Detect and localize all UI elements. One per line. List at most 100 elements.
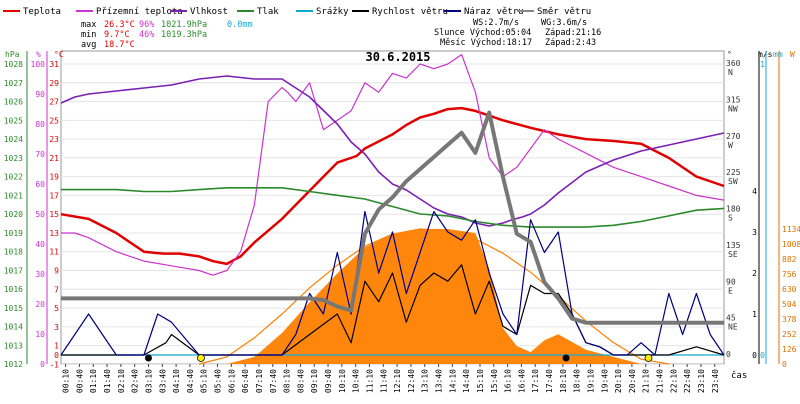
- tick-direction: 315: [726, 95, 741, 104]
- x-tick-label: 14:40: [462, 369, 471, 393]
- x-tick-label: 21:40: [656, 369, 665, 393]
- tick-humidity: 20: [35, 300, 45, 309]
- tick-temp: 9: [54, 267, 59, 276]
- tick-temp: 11: [49, 248, 59, 257]
- tick-pressure: 1019: [4, 229, 23, 238]
- tick-direction: 270: [726, 132, 741, 141]
- tick-solar: 0: [782, 360, 787, 369]
- tick-pressure: 1023: [4, 154, 23, 163]
- tick-direction: 0: [726, 350, 731, 359]
- tick-temp: 21: [49, 154, 59, 163]
- tick-pressure: 1014: [4, 323, 23, 332]
- solar-area: [226, 229, 642, 364]
- x-tick-label: 01:10: [89, 369, 98, 393]
- tick-temp: 7: [54, 285, 59, 294]
- x-tick-label: 09:10: [310, 369, 319, 393]
- x-tick-label: 16:40: [517, 369, 526, 393]
- tick-wind: 3: [752, 228, 757, 237]
- tick-wind: 4: [752, 187, 757, 196]
- x-tick-label: 22:10: [669, 369, 678, 393]
- tick-wind: 0: [752, 351, 757, 360]
- legend-label: Tlak: [257, 7, 279, 17]
- legend-label: Přízemní teplota: [96, 7, 183, 17]
- series-vlhkost: [60, 75, 725, 227]
- axis-unit-solar: W: [790, 50, 795, 59]
- legend: Teplota Přízemní teplota Vlhkost Tlak Srážky…: [3, 7, 591, 17]
- axis-unit-direction: °: [727, 50, 732, 59]
- sun-moon-markers: [144, 354, 653, 362]
- tick-solar: 126: [782, 345, 797, 354]
- tick-direction: 90: [726, 277, 736, 286]
- x-tick-label: 07:10: [255, 369, 264, 393]
- x-tick-label: 17:10: [531, 369, 540, 393]
- tick-temp: 25: [49, 116, 59, 125]
- x-tick-label: 12:40: [407, 369, 416, 393]
- x-tick-label: 02:40: [131, 369, 140, 393]
- tick-solar: 504: [782, 300, 797, 309]
- tick-temp: 23: [49, 135, 59, 144]
- stats-label: min: [81, 30, 96, 40]
- x-tick-label: 03:10: [144, 369, 153, 393]
- stats-temp: 18.7°C: [104, 40, 135, 50]
- series-p-zemn-teplota: [61, 53, 725, 276]
- legend-label: Srážky: [316, 7, 349, 17]
- tick-direction-cardinal: NW: [728, 104, 738, 113]
- x-tick-label: 22:40: [683, 369, 692, 393]
- tick-temp: 29: [49, 79, 59, 88]
- x-tick-label: 13:40: [435, 369, 444, 393]
- x-tick-label: 15:40: [490, 369, 499, 393]
- tick-humidity: 50: [35, 210, 45, 219]
- stats-label: max: [81, 20, 96, 30]
- tick-temp: 13: [49, 229, 59, 238]
- y-axes: hPa% °C1012101310141015101610171018101910…: [4, 50, 800, 369]
- x-tick-label: 18:10: [559, 369, 568, 393]
- tick-humidity: 0: [40, 360, 45, 369]
- series-sm-r-v-tru: [61, 110, 724, 325]
- tick-solar: 630: [782, 285, 797, 294]
- series-tlak: [61, 187, 725, 228]
- x-tick-label: 04:40: [186, 369, 195, 393]
- axis-unit-wind: m/s: [758, 50, 773, 59]
- tick-direction-cardinal: S: [728, 214, 733, 223]
- tick-pressure: 1015: [4, 304, 23, 313]
- x-tick-label: 10:10: [338, 369, 347, 393]
- info-line: Měsíc Východ:18:17: [440, 38, 532, 48]
- tick-pressure: 1016: [4, 285, 23, 294]
- tick-temp: 19: [49, 173, 59, 182]
- x-tick-label: 15:10: [476, 369, 485, 393]
- x-tick-label: 08:40: [296, 369, 305, 393]
- tick-humidity: 40: [35, 240, 45, 249]
- x-tick-label: 01:40: [103, 369, 112, 393]
- x-tick-label: 00:10: [62, 369, 71, 393]
- tick-rain: 0: [760, 351, 765, 360]
- tick-temp: 15: [49, 210, 59, 219]
- moon-marker: [144, 354, 152, 362]
- tick-direction-cardinal: W: [728, 141, 733, 150]
- stats-press: 1019.3hPa: [161, 30, 207, 40]
- stats-label: avg: [81, 40, 96, 50]
- x-axis-label: čas: [731, 370, 747, 381]
- x-tick-label: 05:10: [200, 369, 209, 393]
- info-line: Západ:21:16: [545, 28, 601, 38]
- tick-pressure: 1027: [4, 79, 23, 88]
- x-tick-label: 19:40: [600, 369, 609, 393]
- info-line: Západ:2:43: [545, 38, 596, 48]
- tick-rain: 1: [760, 60, 765, 69]
- tick-humidity: 100: [31, 60, 46, 69]
- x-tick-label: 17:40: [545, 369, 554, 393]
- x-tick-label: 11:10: [365, 369, 374, 393]
- tick-temp: 27: [49, 98, 59, 107]
- tick-humidity: 70: [35, 150, 45, 159]
- axis-unit-temp: °C: [54, 50, 64, 59]
- tick-humidity: 90: [35, 90, 45, 99]
- stats-hum: 96%: [139, 20, 154, 30]
- x-tick-label: 21:10: [642, 369, 651, 393]
- x-tick-label: 06:10: [227, 369, 236, 393]
- tick-solar: 1008: [782, 240, 800, 249]
- x-tick-label: 04:10: [172, 369, 181, 393]
- stats-hum: 46%: [139, 30, 154, 40]
- x-tick-label: 18:40: [573, 369, 582, 393]
- tick-direction: 135: [726, 241, 741, 250]
